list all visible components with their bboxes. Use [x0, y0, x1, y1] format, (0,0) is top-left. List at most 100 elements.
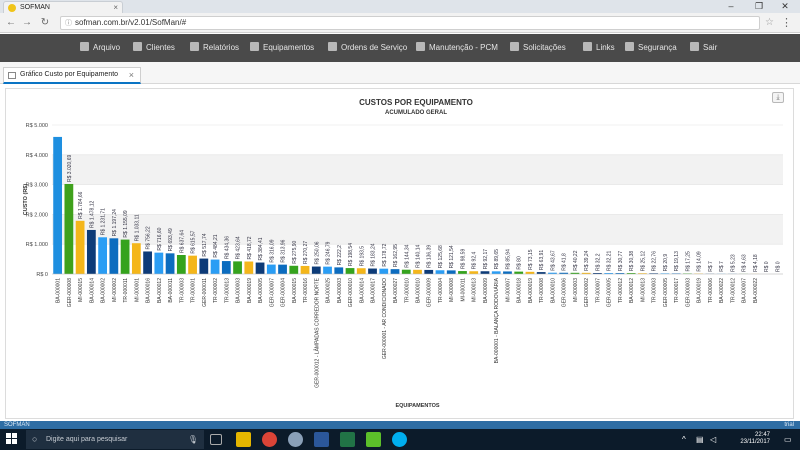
nav-item-1[interactable]: Clientes	[133, 42, 175, 54]
chart-title: CUSTOS POR EQUIPAMENTO	[359, 98, 473, 107]
data-label: R$ 1.784,66	[78, 191, 84, 218]
x-tick-label: TR-000017	[674, 278, 680, 303]
bar	[514, 271, 524, 274]
nav-item-8[interactable]: Segurança	[625, 42, 677, 54]
x-tick-label: BA-000018	[517, 278, 523, 303]
tab-chart-cost-per-equipment[interactable]: Gráfico Custo por Equipamento ×	[3, 67, 142, 84]
y-tick-label: R$ 5.000	[26, 123, 48, 129]
data-label: R$ 162,95	[393, 244, 399, 267]
y-tick-label: R$ 1.000	[26, 242, 48, 248]
nav-item-3[interactable]: Equipamentos	[250, 42, 314, 54]
nav-item-0[interactable]: Arquivo	[80, 42, 120, 54]
bar	[109, 238, 119, 274]
export-icon[interactable]: ⤓	[772, 92, 784, 103]
x-tick-label: GER-000012 - LÂMPADAS CORREDOR NORTE	[313, 277, 320, 388]
x-tick-label: MI-000015	[78, 278, 84, 302]
x-tick-label: GER-000003	[685, 278, 691, 307]
status-app-name: SOFMAN	[4, 422, 30, 428]
bar	[469, 271, 479, 274]
skype-app-icon[interactable]	[392, 432, 407, 447]
report-icon	[190, 42, 199, 51]
data-label: R$ 4,63	[742, 254, 748, 272]
data-label: R$ 250,06	[314, 241, 320, 264]
notifications-icon[interactable]: ▭	[784, 435, 792, 444]
reload-icon[interactable]: ↻	[40, 17, 50, 28]
x-tick-label: BA-000007	[742, 278, 748, 303]
task-view-icon[interactable]	[210, 434, 222, 445]
x-tick-label: BA-000019	[697, 278, 703, 303]
data-label: R$ 1.155,09	[123, 210, 129, 237]
nav-item-9[interactable]: Sair	[690, 42, 717, 54]
word-app-icon[interactable]	[314, 432, 329, 447]
browser-tab[interactable]: SOFMAN ×	[3, 1, 123, 13]
data-label: R$ 418,72	[247, 236, 253, 259]
nav-item-4[interactable]: Ordens de Serviço	[328, 42, 407, 54]
data-label: R$ 637,64	[179, 230, 185, 253]
data-label: R$ 73,15	[528, 249, 534, 270]
chart-subtitle: ACUMULADO GERAL	[385, 110, 447, 116]
globe-icon	[510, 42, 519, 51]
excel-app-icon[interactable]	[340, 432, 355, 447]
bar	[345, 268, 355, 274]
volume-icon[interactable]: ◁	[710, 435, 717, 444]
data-label: R$ 423,64	[236, 236, 242, 259]
x-tick-label: MI-000008	[449, 278, 455, 302]
x-tick-label: GER-000006	[562, 278, 568, 307]
data-label: R$ 30,77	[618, 251, 624, 272]
bar	[323, 266, 332, 274]
pidgin-app-icon[interactable]	[288, 432, 303, 447]
bar	[64, 183, 74, 274]
clock-date: 23/11/2017	[740, 439, 770, 445]
nav-item-5[interactable]: Manutenção - PCM	[416, 42, 498, 54]
lock-icon	[625, 42, 634, 51]
nav-item-6[interactable]: Solicitações	[510, 42, 566, 54]
x-tick-label: BA-000022	[753, 278, 759, 303]
bar	[176, 254, 186, 274]
minimize-icon[interactable]: –	[728, 1, 734, 11]
network-icon[interactable]: ▤	[696, 435, 704, 444]
bar	[660, 273, 670, 274]
bar	[570, 272, 580, 274]
fireworks-app-icon[interactable]	[236, 432, 251, 447]
close-window-icon[interactable]: ✕	[781, 1, 789, 11]
y-axis-label: CUSTO (R$)	[23, 184, 29, 216]
bar	[401, 269, 411, 274]
bar	[356, 268, 366, 274]
x-tick-label: BA-000025	[326, 278, 332, 303]
y-tick-label: R$ 4.000	[26, 153, 48, 159]
back-icon[interactable]: ←	[6, 17, 16, 28]
windows-start-icon[interactable]	[6, 433, 18, 445]
taskbar-search[interactable]: ○ Digite aqui para pesquisar 🎙	[26, 430, 204, 449]
close-tab-icon[interactable]: ×	[128, 70, 135, 80]
bar	[480, 271, 490, 274]
x-tick-label: MI-000001	[134, 278, 140, 302]
forward-icon[interactable]: →	[22, 17, 32, 28]
bookmark-star-icon[interactable]: ☆	[765, 17, 774, 28]
chrome-app-icon[interactable]	[262, 432, 277, 447]
close-tab-icon[interactable]: ×	[113, 3, 118, 12]
clock[interactable]: 22:47 23/11/2017	[740, 432, 770, 446]
x-tick-label: BA-000015	[292, 278, 298, 303]
app-statusbar: SOFMAN trial	[0, 421, 800, 429]
x-tick-label: BA-000009	[483, 278, 489, 303]
data-label: R$ 63,91	[539, 250, 545, 271]
link-icon	[583, 42, 592, 51]
browser-menu-icon[interactable]: ⋮	[781, 17, 792, 29]
nav-item-2[interactable]: Relatórios	[190, 42, 239, 54]
bar	[311, 266, 321, 274]
nav-item-7[interactable]: Links	[583, 42, 615, 54]
tray-up-arrow-icon[interactable]: ^	[682, 435, 686, 444]
microphone-icon[interactable]: 🎙	[187, 435, 198, 444]
x-axis-label: EQUIPAMENTOS	[395, 403, 439, 409]
camtasia-app-icon[interactable]	[366, 432, 381, 447]
data-label: R$ 39,24	[584, 250, 590, 271]
restore-icon[interactable]: ❐	[754, 1, 764, 11]
data-label: R$ 92,4	[472, 252, 478, 270]
data-label: R$ 98,59	[460, 249, 466, 270]
chart-panel: ⤓ CUSTOS POR EQUIPAMENTO ACUMULADO GERAL R…	[5, 88, 794, 419]
bar	[98, 237, 107, 274]
data-label: R$ 1.231,71	[101, 208, 107, 235]
data-label: R$ 716,60	[157, 227, 163, 250]
address-bar[interactable]: ⓘ sofman.com.br/v2.01/SofMan/#	[60, 16, 760, 30]
data-label: R$ 4,18	[753, 254, 759, 272]
